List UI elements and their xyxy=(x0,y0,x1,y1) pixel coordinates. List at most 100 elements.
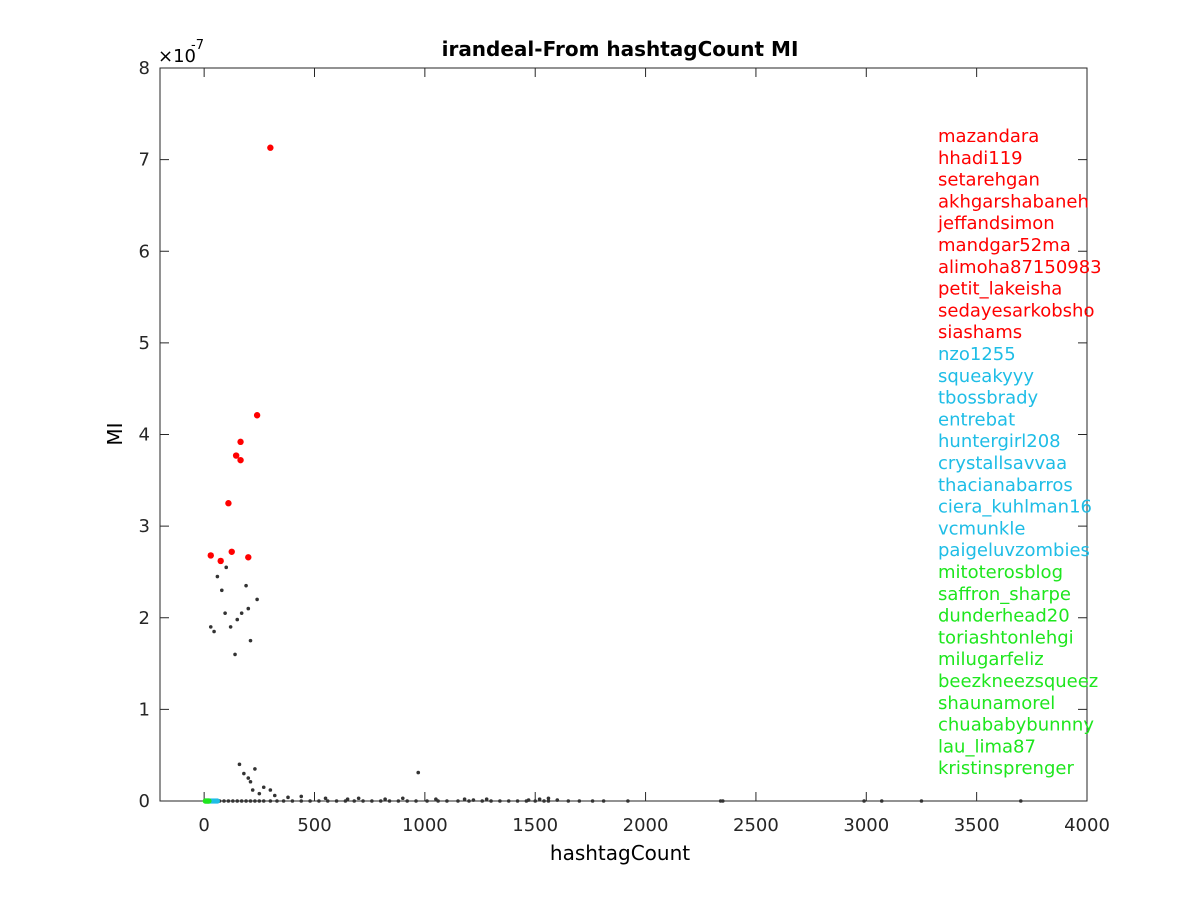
x-tick-label: 1000 xyxy=(402,815,448,836)
middle-data-point xyxy=(212,798,218,804)
background-data-point xyxy=(248,779,253,784)
background-data-point xyxy=(361,799,365,803)
background-data-point xyxy=(299,799,304,803)
background-data-point xyxy=(378,799,383,803)
name-label-top: sedayesarkobsho xyxy=(938,300,1094,321)
background-data-point xyxy=(299,794,304,799)
background-data-point xyxy=(414,799,418,803)
background-data-point xyxy=(237,762,242,767)
y-tick-label: 5 xyxy=(139,333,150,354)
background-data-point xyxy=(396,799,401,803)
background-data-point xyxy=(272,793,277,798)
background-data-point xyxy=(387,799,392,803)
background-data-point xyxy=(253,767,257,771)
background-data-point xyxy=(228,625,233,629)
background-data-point xyxy=(281,799,286,803)
background-data-point xyxy=(506,799,511,803)
background-data-point xyxy=(425,799,429,803)
background-data-point xyxy=(546,796,551,801)
background-data-point xyxy=(515,799,520,803)
background-data-point xyxy=(590,799,595,803)
top-data-point xyxy=(267,144,274,151)
name-label-top: setarehgan xyxy=(938,170,1040,191)
background-data-point xyxy=(244,583,248,588)
top-data-point xyxy=(207,552,214,559)
background-data-point xyxy=(323,796,328,801)
y-exponent-label: ×10 -7 xyxy=(158,38,204,67)
top-data-point xyxy=(225,500,232,507)
top-data-point xyxy=(253,412,261,419)
background-data-point xyxy=(212,629,216,634)
background-data-point xyxy=(480,799,485,803)
background-data-point xyxy=(257,791,262,796)
y-tick-label: 7 xyxy=(139,150,150,171)
name-label-middle: ciera_kuhlman16 xyxy=(938,497,1092,518)
y-tick-label: 1 xyxy=(139,699,150,720)
name-label-bottom: toriashtonlehgi xyxy=(938,627,1074,648)
background-data-point xyxy=(577,799,582,803)
x-tick-label: 2000 xyxy=(623,815,669,836)
background-data-point xyxy=(222,799,226,803)
name-label-bottom: shaunamorel xyxy=(938,693,1055,714)
background-data-point xyxy=(261,785,266,790)
background-data-point xyxy=(257,799,262,803)
background-data-point xyxy=(255,597,259,602)
background-data-point xyxy=(244,799,248,803)
background-data-point xyxy=(919,799,924,803)
background-data-point xyxy=(334,799,339,803)
background-data-point xyxy=(239,799,244,803)
name-label-top: petit_lakeisha xyxy=(938,279,1062,300)
background-data-point xyxy=(400,796,405,801)
name-label-middle: nzo1255 xyxy=(938,344,1016,365)
background-data-point xyxy=(208,625,213,629)
background-data-point xyxy=(462,797,467,801)
top-data-point xyxy=(228,548,235,555)
y-tick-label: 0 xyxy=(139,791,150,812)
name-label-middle: entrebat xyxy=(938,409,1015,430)
name-label-middle: huntergirl208 xyxy=(938,431,1061,452)
name-label-middle: paigeluvzombies xyxy=(938,540,1090,561)
name-label-top: alimoha87150983 xyxy=(938,257,1102,278)
background-data-point xyxy=(542,799,546,803)
background-data-point xyxy=(226,799,231,803)
name-label-top: jeffandsimon xyxy=(937,213,1055,234)
name-label-top: akhgarshabaneh xyxy=(938,191,1089,212)
x-tick-label: 0 xyxy=(198,815,209,836)
name-label-bottom: chuababybunnny xyxy=(938,715,1094,736)
name-label-bottom: saffron_sharpe xyxy=(938,584,1071,605)
background-data-point xyxy=(223,611,227,615)
background-data-point xyxy=(862,799,866,803)
background-data-point xyxy=(489,799,493,803)
top-data-point xyxy=(217,557,224,565)
background-data-point xyxy=(325,799,330,803)
chart-title: irandeal-From hashtagCount MI xyxy=(442,37,799,61)
background-data-point xyxy=(250,788,255,792)
y-exponent-power: -7 xyxy=(191,38,204,53)
background-data-point xyxy=(879,799,884,803)
background-data-point xyxy=(253,799,257,803)
name-label-bottom: kristinsprenger xyxy=(938,758,1074,779)
background-data-point xyxy=(235,617,240,622)
x-tick-label: 1500 xyxy=(512,815,558,836)
name-label-middle: tbossbrady xyxy=(938,388,1039,409)
background-data-point xyxy=(220,588,224,593)
background-data-point xyxy=(471,798,476,802)
background-data-point xyxy=(231,799,235,803)
y-exponent-base: ×10 xyxy=(158,46,196,67)
top-data-point xyxy=(237,456,244,464)
background-data-point xyxy=(555,798,560,802)
background-data-point xyxy=(626,799,630,803)
background-data-point xyxy=(239,611,244,615)
name-label-bottom: lau_lima87 xyxy=(938,736,1036,757)
background-data-point xyxy=(405,799,410,803)
y-tick-label: 3 xyxy=(139,516,150,537)
background-data-point xyxy=(533,799,538,803)
background-data-point xyxy=(566,799,571,803)
background-data-point xyxy=(416,770,421,775)
background-data-point xyxy=(445,799,449,803)
name-label-top: hhadi119 xyxy=(938,148,1023,169)
background-data-point xyxy=(235,799,240,803)
background-data-point xyxy=(290,799,295,803)
top-data-point xyxy=(232,452,240,459)
